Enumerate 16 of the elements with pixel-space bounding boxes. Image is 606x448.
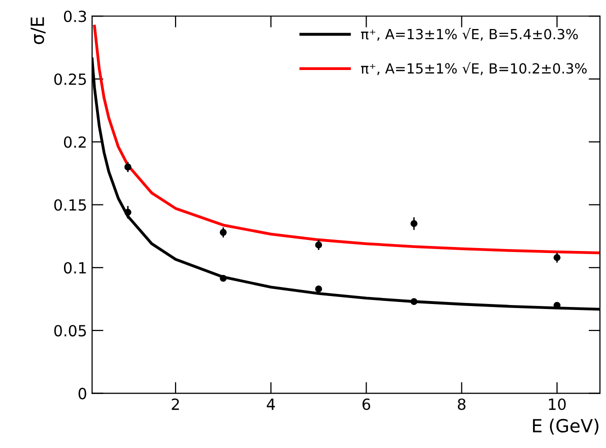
- x-tick-label: 4: [266, 398, 275, 410]
- y-tick-label: 0: [78, 388, 86, 400]
- y-axis-title: σ/E: [30, 17, 46, 44]
- x-tick-label: 8: [458, 398, 466, 410]
- x-tick-label: 6: [362, 398, 370, 410]
- y-tick-label: 0.2: [64, 136, 86, 148]
- legend-label: π⁺, A=15±1% √E, B=10.2±0.3%: [361, 62, 587, 76]
- y-tick-label: 0.15: [54, 199, 86, 211]
- x-axis-title: E (GeV): [533, 418, 598, 435]
- y-tick-label: 0.3: [64, 10, 86, 22]
- x-tick-label: 10: [548, 398, 566, 410]
- y-tick-label: 0.1: [64, 262, 86, 274]
- x-tick-label: 2: [172, 398, 179, 410]
- y-tick-label: 0.25: [54, 73, 86, 86]
- y-tick-label: 0.05: [54, 324, 86, 336]
- legend-label: π⁺, A=13±1% √E, B=5.4±0.3%: [361, 28, 578, 41]
